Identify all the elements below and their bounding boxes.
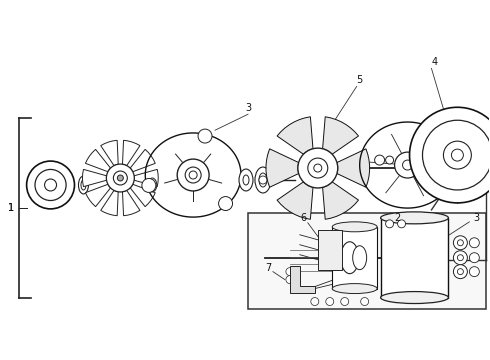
Text: 6: 6 [301, 213, 307, 223]
Polygon shape [122, 140, 140, 166]
Circle shape [142, 179, 156, 193]
Circle shape [326, 298, 334, 306]
Circle shape [185, 167, 201, 183]
Text: 4: 4 [431, 58, 438, 67]
Ellipse shape [381, 292, 448, 303]
Polygon shape [130, 149, 155, 172]
Circle shape [219, 197, 233, 211]
Circle shape [397, 220, 406, 228]
Circle shape [118, 175, 123, 181]
Circle shape [469, 253, 479, 263]
Polygon shape [322, 182, 359, 219]
Polygon shape [122, 190, 140, 216]
Polygon shape [130, 184, 155, 207]
Polygon shape [337, 149, 369, 187]
Polygon shape [266, 149, 298, 187]
Circle shape [443, 141, 471, 169]
Circle shape [386, 156, 393, 164]
Bar [332, 227, 377, 289]
Ellipse shape [332, 284, 377, 293]
Text: 1: 1 [8, 203, 14, 213]
Circle shape [469, 238, 479, 248]
Polygon shape [277, 117, 313, 154]
Ellipse shape [341, 242, 359, 274]
Ellipse shape [332, 222, 377, 232]
Circle shape [394, 152, 420, 178]
Circle shape [286, 276, 294, 284]
Circle shape [403, 160, 413, 170]
Text: 5: 5 [357, 75, 363, 85]
Circle shape [341, 298, 349, 306]
Polygon shape [85, 149, 111, 172]
Text: 7: 7 [265, 263, 271, 273]
Polygon shape [134, 169, 158, 186]
Circle shape [375, 155, 385, 165]
Circle shape [422, 120, 490, 190]
Ellipse shape [148, 178, 157, 192]
Circle shape [314, 164, 322, 172]
Circle shape [453, 265, 467, 279]
Circle shape [35, 170, 66, 201]
Circle shape [286, 268, 294, 276]
Circle shape [189, 171, 197, 179]
Circle shape [198, 129, 212, 143]
Circle shape [457, 240, 464, 246]
Text: 1: 1 [8, 203, 14, 213]
Circle shape [177, 159, 209, 191]
Text: 2: 2 [394, 213, 401, 223]
Ellipse shape [78, 176, 89, 194]
Text: 3: 3 [245, 103, 251, 113]
Polygon shape [248, 213, 486, 310]
Circle shape [311, 298, 319, 306]
Polygon shape [101, 190, 118, 216]
Ellipse shape [239, 169, 253, 191]
Polygon shape [322, 117, 359, 154]
Circle shape [451, 149, 464, 161]
Circle shape [453, 251, 467, 265]
Circle shape [457, 269, 464, 275]
Text: 3: 3 [473, 213, 479, 223]
Circle shape [26, 161, 74, 209]
Circle shape [259, 176, 267, 184]
Ellipse shape [81, 180, 86, 190]
Circle shape [386, 220, 393, 228]
Ellipse shape [243, 175, 249, 185]
Circle shape [308, 158, 328, 178]
Bar [318, 230, 342, 270]
Circle shape [469, 267, 479, 276]
Polygon shape [290, 266, 315, 293]
Circle shape [45, 179, 56, 191]
Polygon shape [277, 182, 313, 219]
Polygon shape [82, 169, 106, 186]
Polygon shape [85, 184, 111, 207]
Ellipse shape [255, 167, 271, 193]
Circle shape [453, 236, 467, 250]
Ellipse shape [259, 173, 267, 187]
Circle shape [106, 164, 134, 192]
Ellipse shape [150, 181, 154, 189]
Circle shape [322, 242, 338, 258]
Circle shape [361, 298, 368, 306]
Ellipse shape [353, 246, 367, 270]
Polygon shape [101, 140, 118, 166]
Bar [381, 218, 448, 298]
Circle shape [410, 107, 490, 203]
Circle shape [113, 171, 127, 185]
Circle shape [298, 148, 338, 188]
Circle shape [457, 255, 464, 261]
Ellipse shape [381, 212, 448, 224]
